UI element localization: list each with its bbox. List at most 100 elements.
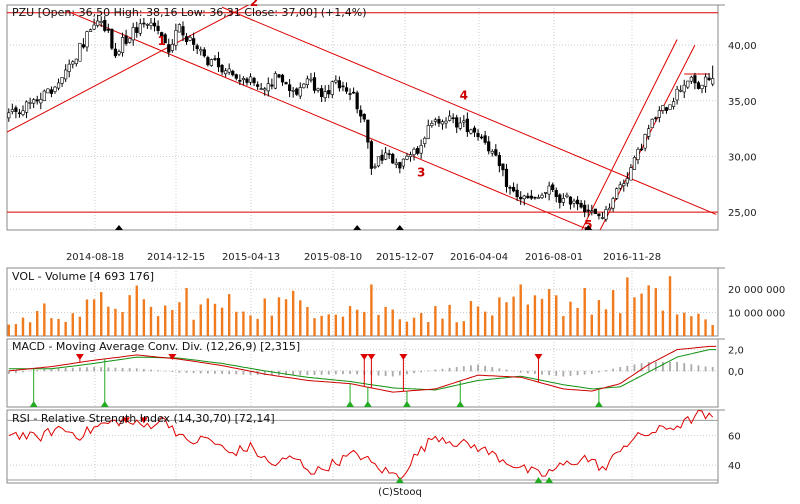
- macd-sell-marker: [534, 354, 543, 360]
- macd-hist-bar: [441, 368, 444, 372]
- rsi-panel-title: RSI - Relative Strength Index (14,30,70)…: [12, 412, 275, 425]
- macd-hist-bar: [626, 365, 629, 372]
- volume-bar: [398, 319, 402, 336]
- candle-body: [565, 194, 569, 197]
- candle-body: [280, 74, 285, 83]
- candle-body: [643, 134, 647, 149]
- macd-hist-bar: [142, 368, 145, 372]
- event-triangle: [353, 225, 362, 230]
- candle-body: [671, 101, 676, 107]
- volume-bar: [370, 284, 373, 336]
- volume-bar: [661, 310, 665, 336]
- macd-hist-bar: [334, 370, 337, 375]
- candle-body: [174, 30, 178, 46]
- volume-bar: [43, 303, 46, 336]
- vol-tick-label: 10 000 000: [728, 309, 785, 320]
- candle-body: [494, 149, 498, 156]
- volume-bar: [498, 297, 501, 336]
- volume-bar: [78, 316, 82, 336]
- volume-bar: [476, 306, 480, 336]
- event-triangle: [395, 225, 404, 230]
- macd-hist-bar: [420, 370, 423, 373]
- candle-body: [209, 59, 214, 66]
- candle-body: [586, 209, 590, 212]
- macd-hist-bar: [477, 364, 479, 372]
- volume-bar: [36, 310, 39, 336]
- volume-bar: [526, 304, 530, 336]
- volume-bar: [14, 324, 18, 336]
- volume-bar: [483, 311, 487, 336]
- macd-hist-bar: [583, 370, 586, 375]
- volume-bar: [348, 306, 352, 336]
- volume-bar: [7, 324, 10, 336]
- candle-body: [607, 207, 612, 211]
- macd-hist-bar: [263, 370, 266, 376]
- macd-buy-marker: [29, 401, 38, 407]
- candle-body: [273, 73, 278, 89]
- candle-body: [7, 112, 11, 119]
- candle-body: [668, 104, 672, 110]
- trendline: [599, 44, 696, 230]
- macd-hist-bar: [491, 367, 494, 372]
- volume-bar: [299, 300, 302, 336]
- rsi-oversold-marker: [545, 477, 554, 484]
- candle-body: [526, 195, 530, 199]
- candle-body: [511, 186, 516, 192]
- volume-bar: [107, 306, 110, 336]
- candle-body: [320, 88, 324, 98]
- candle-body: [536, 197, 541, 199]
- x-tick-label: 2015-04-13: [222, 252, 280, 263]
- candle-body: [295, 88, 299, 95]
- wave-marker-2: 2: [250, 0, 258, 9]
- candle-body: [369, 141, 373, 169]
- candle-body: [408, 154, 413, 157]
- volume-bar: [590, 314, 593, 336]
- volume-bar: [249, 315, 252, 336]
- candle-body: [163, 34, 167, 44]
- candle-body: [391, 153, 395, 164]
- candle-body: [362, 113, 366, 120]
- candle-body: [675, 88, 679, 101]
- candle-body: [465, 118, 469, 133]
- macd-hist-bar: [427, 370, 430, 372]
- candle-body: [497, 155, 501, 167]
- candle-body: [700, 84, 704, 90]
- macd-hist-bar: [22, 370, 24, 373]
- macd-hist-bar: [455, 367, 458, 372]
- candle-body: [419, 145, 423, 154]
- candle-body: [135, 27, 139, 33]
- macd-hist-bar: [690, 364, 693, 372]
- candle-body: [330, 81, 334, 95]
- x-tick-label: 2016-11-28: [603, 252, 661, 263]
- macd-hist-bar: [534, 370, 536, 374]
- macd-hist-bar: [598, 370, 600, 373]
- candle-body: [46, 88, 50, 94]
- macd-hist-bar: [320, 370, 323, 375]
- candle-body: [451, 117, 455, 120]
- rsi-tick-label: 60: [728, 431, 741, 442]
- macd-hist-bar: [135, 368, 138, 372]
- volume-bar: [291, 290, 295, 336]
- candle-body: [78, 42, 82, 62]
- candle-body: [206, 57, 210, 66]
- macd-hist-bar: [206, 370, 209, 374]
- candle-body: [693, 75, 697, 84]
- macd-hist-bar: [640, 363, 643, 372]
- candle-body: [433, 119, 437, 122]
- candle-body: [142, 22, 146, 25]
- candle-body: [554, 190, 558, 198]
- volume-bar: [462, 321, 466, 336]
- volume-bar: [242, 311, 245, 336]
- macd-hist-bar: [114, 367, 117, 372]
- macd-hist-bar: [398, 370, 401, 376]
- price-tick-label: 25,00: [728, 208, 757, 219]
- volume-bar: [313, 318, 316, 336]
- volume-bar: [448, 304, 451, 336]
- volume-bar: [576, 308, 579, 336]
- volume-bar: [149, 306, 153, 336]
- trendline: [581, 39, 678, 230]
- candle-body: [707, 77, 711, 81]
- candle-body: [284, 82, 288, 85]
- candle-body: [270, 84, 274, 87]
- candle-body: [426, 125, 430, 139]
